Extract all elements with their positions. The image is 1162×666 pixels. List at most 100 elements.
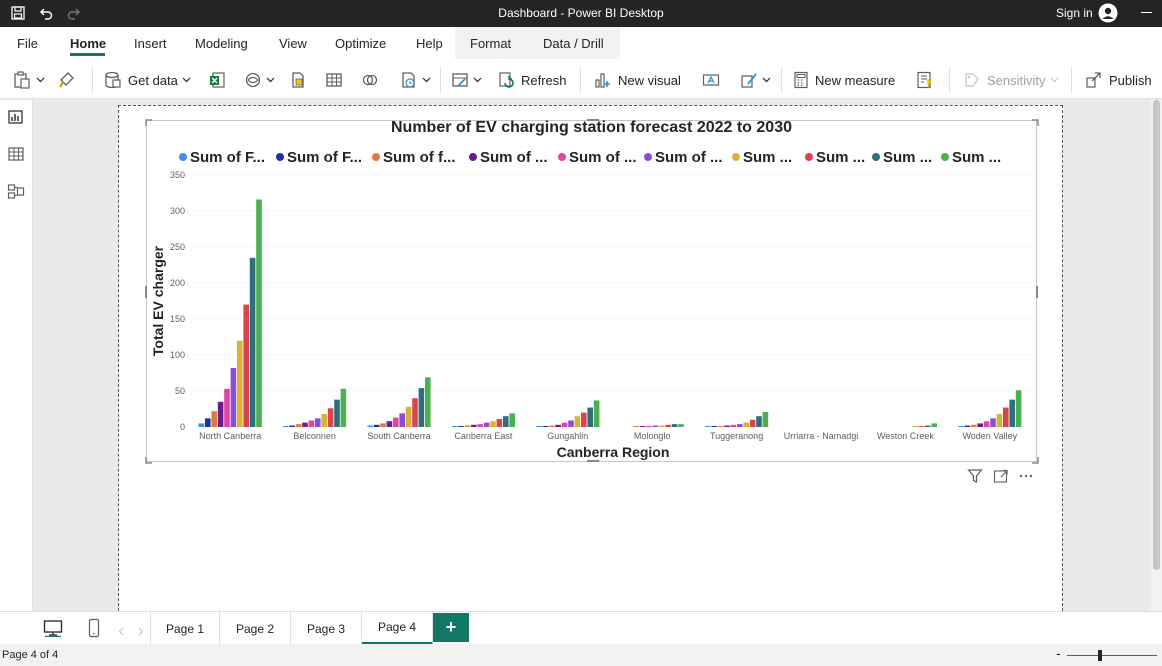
x-tick-label: Weston Creek — [877, 431, 934, 441]
sql-server-button[interactable] — [289, 69, 307, 91]
bar — [918, 426, 925, 427]
minimize-button[interactable] — [1141, 12, 1152, 13]
excel-workbook-button[interactable] — [208, 69, 226, 91]
menu-file[interactable]: File — [17, 36, 38, 51]
focus-mode-icon[interactable] — [993, 468, 1009, 484]
save-icon[interactable] — [8, 4, 28, 22]
menu-help[interactable]: Help — [416, 36, 443, 51]
add-page-button[interactable]: + — [433, 613, 469, 642]
contextual-tabs-group — [455, 27, 620, 59]
legend-marker — [469, 153, 477, 161]
ribbon-separator — [781, 67, 782, 93]
menu-insert[interactable]: Insert — [134, 36, 167, 51]
resize-handle[interactable] — [1035, 286, 1040, 298]
sensitivity-icon — [965, 73, 979, 87]
quick-measure-button[interactable] — [916, 69, 934, 91]
quick-measure-icon — [917, 71, 932, 89]
zoom-out-button[interactable]: - — [1056, 645, 1061, 661]
page-tab-1[interactable]: Page 1 — [150, 612, 220, 645]
scrollbar-thumb[interactable] — [1153, 100, 1160, 570]
resize-handle[interactable] — [143, 286, 148, 298]
report-view-icon[interactable] — [7, 108, 25, 126]
resize-handle[interactable] — [587, 459, 599, 464]
bar — [289, 425, 295, 427]
menu-view[interactable]: View — [279, 36, 307, 51]
model-view-icon[interactable] — [7, 182, 25, 200]
paste-button[interactable] — [12, 69, 45, 91]
table-view-icon[interactable] — [7, 145, 25, 163]
text-box-button[interactable] — [702, 69, 720, 91]
y-tick-label: 250 — [170, 242, 185, 252]
desktop-layout-icon[interactable] — [43, 619, 63, 642]
chevron-down-icon — [422, 77, 431, 83]
legend-item[interactable]: Sum ... — [805, 147, 865, 167]
chevron-right-icon[interactable] — [138, 623, 144, 641]
database-icon — [105, 71, 121, 89]
avatar-icon[interactable] — [1098, 3, 1118, 23]
new-measure-button[interactable]: New measure — [793, 69, 895, 91]
get-data-button[interactable]: Get data — [104, 69, 191, 91]
legend-item[interactable]: Sum of F... — [179, 147, 265, 167]
format-painter-button[interactable] — [58, 69, 76, 91]
page-tab-3[interactable]: Page 3 — [291, 612, 362, 645]
menu-modeling[interactable]: Modeling — [195, 36, 248, 51]
enter-data-button[interactable] — [325, 69, 343, 91]
x-tick-label: North Canberra — [199, 431, 261, 441]
legend-item[interactable]: Sum ... — [872, 147, 932, 167]
dataverse-icon — [362, 74, 378, 86]
calculator-icon — [794, 71, 808, 89]
legend-item[interactable]: Sum of ... — [469, 147, 548, 167]
chevron-left-icon[interactable] — [118, 623, 124, 641]
resize-handle[interactable] — [1031, 456, 1039, 464]
publish-button[interactable]: Publish — [1085, 69, 1152, 91]
resize-handle[interactable] — [145, 456, 153, 464]
resize-handle[interactable] — [1031, 119, 1039, 127]
legend-marker — [644, 153, 652, 161]
sensitivity-label: Sensitivity — [987, 72, 1046, 88]
bar — [678, 424, 684, 427]
redo-icon[interactable] — [64, 4, 84, 22]
chevron-down-icon — [36, 77, 45, 83]
legend-item[interactable]: Sum ... — [732, 147, 792, 167]
mobile-layout-icon[interactable] — [88, 618, 100, 643]
page-tab-4[interactable]: Page 4 — [362, 612, 433, 645]
menu-home[interactable]: Home — [70, 36, 107, 51]
legend-item[interactable]: Sum of F... — [276, 147, 362, 167]
active-menu-indicator — [70, 53, 105, 56]
zoom-slider-thumb[interactable] — [1098, 650, 1102, 661]
legend-item[interactable]: Sum of f... — [372, 147, 456, 167]
sign-in-link[interactable]: Sign in — [1056, 6, 1093, 20]
page-tab-2[interactable]: Page 2 — [220, 612, 291, 645]
zoom-slider[interactable] — [1067, 655, 1157, 656]
menu-format[interactable]: Format — [470, 36, 512, 51]
more-visuals-button[interactable] — [740, 69, 771, 91]
onelake-data-hub-button[interactable] — [244, 69, 275, 91]
more-options-icon[interactable] — [1018, 468, 1034, 484]
filter-icon[interactable] — [967, 468, 983, 484]
sensitivity-button[interactable]: Sensitivity — [963, 69, 1059, 91]
bar — [581, 412, 587, 427]
transform-data-button[interactable] — [451, 69, 482, 91]
menu-data-drill[interactable]: Data / Drill — [543, 36, 604, 51]
bar — [971, 424, 977, 427]
recent-sources-button[interactable] — [400, 69, 431, 91]
resize-handle[interactable] — [145, 119, 153, 127]
bar — [593, 400, 600, 427]
bar — [198, 423, 205, 427]
canvas-scrollbar[interactable] — [1150, 100, 1162, 611]
new-visual-button[interactable]: New visual — [594, 69, 681, 91]
refresh-button[interactable]: Refresh — [497, 69, 567, 91]
bar — [308, 420, 315, 427]
legend-item[interactable]: Sum of ... — [644, 147, 723, 167]
undo-icon[interactable] — [36, 4, 56, 22]
legend-item[interactable]: Sum of ... — [558, 147, 637, 167]
status-bar: Page 4 of 4 - — [0, 644, 1162, 666]
dataverse-button[interactable] — [361, 69, 379, 91]
chart-visual[interactable] — [146, 120, 1037, 462]
resize-handle[interactable] — [587, 117, 599, 122]
bar — [237, 340, 243, 427]
legend-item[interactable]: Sum ... — [941, 147, 1001, 167]
menu-optimize[interactable]: Optimize — [335, 36, 387, 51]
window-title: Dashboard - Power BI Desktop — [498, 6, 664, 20]
bar — [633, 426, 639, 427]
